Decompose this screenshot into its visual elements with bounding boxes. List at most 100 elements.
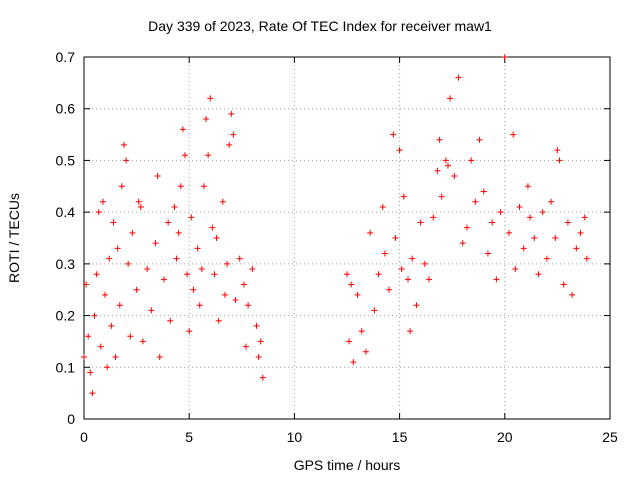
- data-point: [413, 302, 420, 309]
- data-point: [219, 198, 226, 205]
- data-point: [386, 286, 393, 293]
- data-point: [552, 235, 559, 241]
- data-point: [438, 193, 445, 200]
- data-point: [213, 235, 220, 241]
- data-point: [436, 136, 443, 143]
- data-point: [123, 157, 130, 164]
- y-tick-label: 0.5: [56, 152, 76, 168]
- data-point: [348, 281, 355, 288]
- data-point: [255, 353, 262, 360]
- data-point: [556, 157, 563, 164]
- x-tick-label: 20: [497, 429, 513, 445]
- data-point: [120, 141, 127, 148]
- data-point: [493, 276, 500, 283]
- data-point: [245, 302, 252, 309]
- data-point: [93, 271, 100, 278]
- data-point: [257, 338, 264, 345]
- data-point: [350, 359, 357, 366]
- plot-frame: [83, 56, 611, 420]
- data-point: [524, 183, 531, 190]
- data-point: [165, 219, 172, 226]
- data-point: [139, 338, 146, 345]
- data-point: [459, 240, 466, 247]
- data-point: [226, 141, 233, 148]
- data-point: [118, 183, 125, 190]
- data-point: [81, 353, 87, 360]
- chart-title: Day 339 of 2023, Rate Of TEC Index for r…: [148, 18, 492, 34]
- data-point: [249, 266, 256, 273]
- data-point: [472, 198, 479, 205]
- data-point: [362, 348, 369, 355]
- data-point: [554, 147, 561, 154]
- data-point: [125, 260, 132, 267]
- y-tick-label: 0.2: [56, 308, 76, 324]
- data-point: [400, 193, 407, 200]
- data-point: [392, 235, 399, 241]
- data-point: [177, 183, 184, 190]
- data-point: [198, 266, 205, 273]
- data-point: [106, 255, 113, 262]
- data-point: [358, 328, 365, 335]
- data-point: [209, 224, 216, 231]
- x-axis-label: GPS time / hours: [293, 457, 401, 473]
- x-tick-label: 5: [185, 429, 193, 445]
- data-point: [390, 131, 397, 138]
- data-point: [135, 198, 142, 205]
- data-point: [535, 271, 542, 278]
- data-point: [426, 276, 433, 283]
- data-point: [167, 317, 174, 324]
- data-point: [396, 147, 403, 154]
- data-point: [230, 131, 237, 138]
- data-point: [196, 302, 203, 309]
- data-point: [215, 317, 222, 324]
- data-point: [91, 312, 98, 319]
- data-point: [211, 271, 218, 278]
- data-point: [114, 245, 121, 252]
- data-point: [95, 209, 102, 216]
- data-point: [83, 281, 90, 288]
- data-point: [577, 229, 584, 236]
- data-point: [228, 110, 235, 117]
- data-point: [112, 353, 119, 360]
- data-point: [110, 219, 117, 226]
- data-point: [116, 302, 123, 309]
- data-point: [455, 74, 462, 81]
- data-point: [512, 266, 519, 273]
- data-point: [520, 245, 527, 252]
- data-point: [205, 152, 212, 159]
- data-point: [543, 255, 550, 262]
- data-point: [102, 291, 109, 298]
- data-point: [173, 255, 180, 262]
- data-point: [480, 188, 487, 195]
- data-point: [463, 224, 470, 231]
- data-point: [160, 276, 167, 283]
- data-point: [375, 271, 382, 278]
- data-point: [506, 229, 513, 236]
- data-point: [527, 214, 534, 221]
- data-point: [184, 271, 191, 278]
- y-tick-label: 0.4: [56, 204, 76, 220]
- data-point: [430, 214, 437, 221]
- data-point: [129, 229, 136, 236]
- data-point: [181, 152, 188, 159]
- data-point: [127, 333, 134, 340]
- data-point: [200, 183, 207, 190]
- data-point: [190, 286, 197, 293]
- data-point: [87, 369, 94, 376]
- data-point: [97, 343, 104, 350]
- data-point: [476, 136, 483, 143]
- y-tick-label: 0.7: [56, 49, 76, 65]
- data-point: [510, 131, 517, 138]
- data-point: [344, 271, 350, 278]
- data-point: [144, 266, 151, 273]
- data-point: [154, 172, 161, 179]
- data-point: [137, 203, 144, 210]
- y-tick-label: 0: [67, 411, 75, 427]
- data-point: [371, 307, 378, 314]
- data-point: [442, 157, 449, 164]
- data-point: [444, 162, 451, 169]
- data-point: [243, 343, 250, 350]
- data-point: [569, 291, 576, 298]
